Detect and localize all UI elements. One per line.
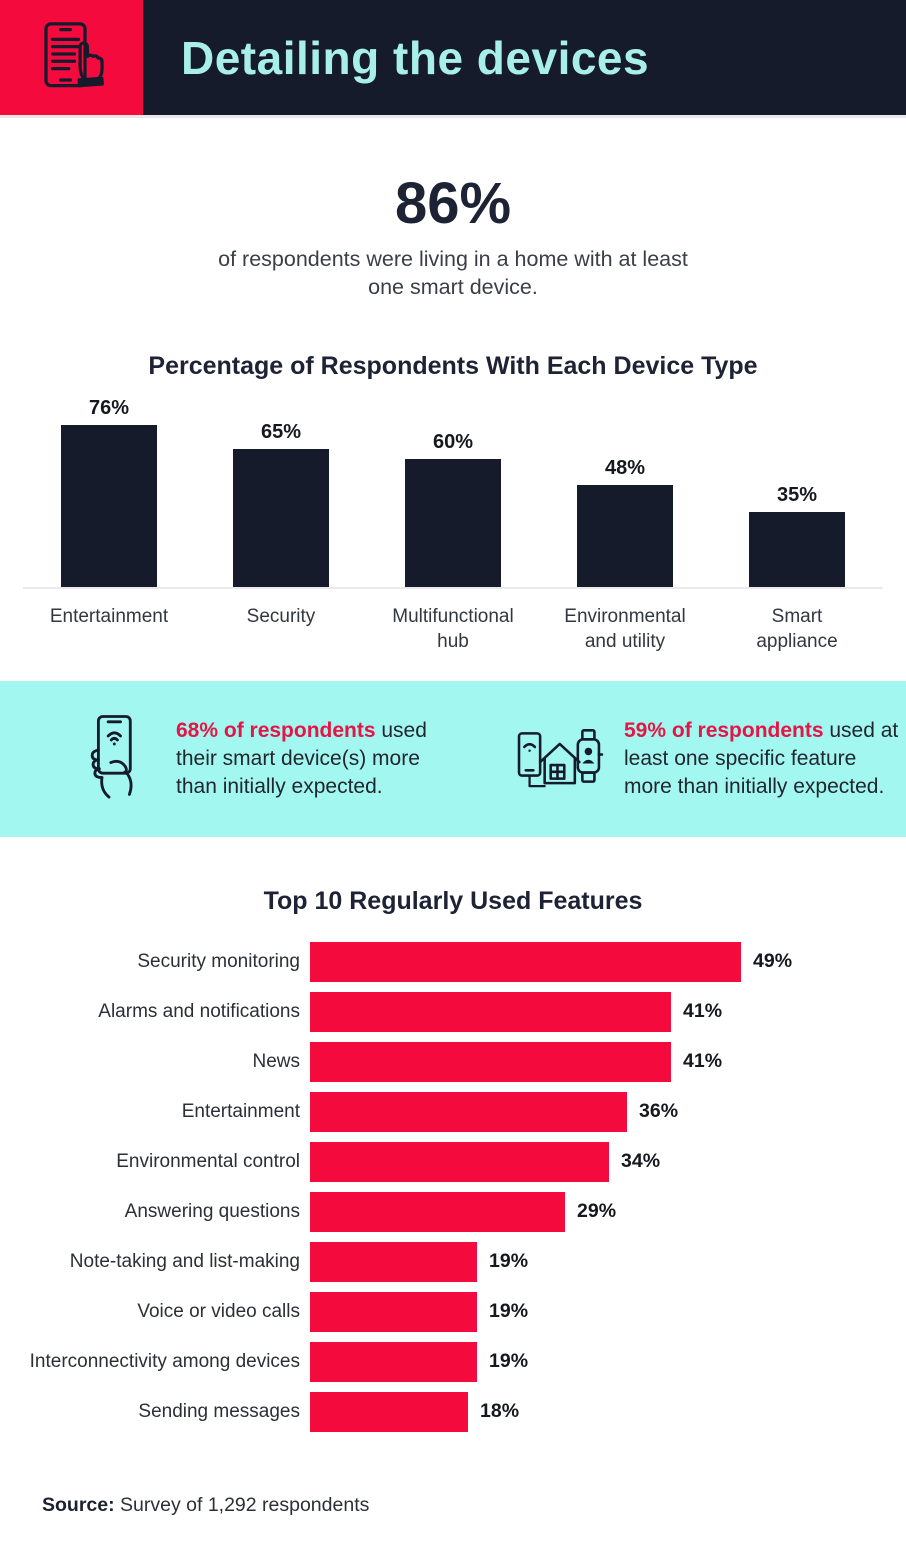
column-bar: [577, 484, 673, 587]
hero-stat-value: 86%: [394, 171, 512, 236]
header: Detailing the devices: [0, 0, 906, 118]
column-value-label: 60%: [432, 430, 474, 453]
source-label: Source:: [42, 1493, 115, 1516]
feature-value-label: 41%: [683, 1000, 723, 1023]
column-bar: [61, 424, 157, 587]
feature-row-0: Security monitoring 49%: [0, 941, 906, 982]
column-category-label: Smart appliance: [756, 605, 838, 653]
smart-home-devices-icon: [516, 721, 608, 797]
feature-row-8: Interconnectivity among devices 19%: [0, 1341, 906, 1382]
feature-value-label: 36%: [639, 1100, 679, 1123]
feature-bar: [310, 1091, 627, 1132]
feature-bar: [310, 1141, 609, 1182]
column-bar: [233, 448, 329, 587]
column-category-label: Entertainment: [49, 605, 169, 627]
column-chart-bars: 76% 65% 60% 48% 35%: [23, 393, 883, 587]
feature-label: Environmental control: [116, 1150, 300, 1172]
feature-value-label: 19%: [489, 1300, 529, 1323]
column-category-label: Environmental and utility: [564, 605, 686, 653]
column-chart-labels: Entertainment Security Multifunctional hub…: [23, 604, 883, 655]
column-value-label: 65%: [260, 420, 302, 443]
hero-stat-description: of respondents were living in a home wit…: [218, 246, 688, 300]
features-chart-title: Top 10 Regularly Used Features: [263, 886, 643, 915]
feature-bar: [310, 1191, 565, 1232]
feature-label: Alarms and notifications: [98, 1000, 300, 1022]
column-4: 35%: [711, 484, 883, 587]
feature-row-2: News 41%: [0, 1041, 906, 1082]
feature-value-label: 19%: [489, 1250, 529, 1273]
source-text: Survey of 1,292 respondents: [114, 1493, 370, 1516]
feature-row-5: Answering questions 29%: [0, 1191, 906, 1232]
feature-bar: [310, 941, 741, 982]
header-icon-box: [0, 0, 143, 115]
column-0: 76%: [23, 397, 195, 587]
feature-row-7: Voice or video calls 19%: [0, 1291, 906, 1332]
callout-rest: used their smart device(s) more than ini…: [176, 719, 427, 798]
top-features-chart-section: Top 10 Regularly Used Features Security …: [0, 887, 906, 1432]
callout-text: 68% of respondents used their smart devi…: [176, 717, 428, 801]
column-label-cell: Smart appliance: [711, 604, 883, 655]
column-category-label: Multifunctional hub: [392, 605, 514, 653]
feature-value-label: 29%: [577, 1200, 617, 1223]
feature-row-1: Alarms and notifications 41%: [0, 991, 906, 1032]
feature-label: Sending messages: [138, 1400, 300, 1422]
callout-highlight: 68% of respondents: [176, 719, 376, 743]
hero-stat: 86% of respondents were living in a home…: [0, 171, 906, 302]
feature-label: Security monitoring: [137, 950, 300, 972]
feature-label: Voice or video calls: [137, 1300, 300, 1322]
chart-baseline: [23, 586, 883, 589]
column-value-label: 48%: [604, 456, 646, 479]
column-value-label: 35%: [776, 483, 818, 506]
column-bar: [405, 458, 501, 587]
callout-highlight: 59% of respondents: [624, 719, 824, 743]
phone-in-hand-icon: [86, 708, 148, 810]
page-title: Detailing the devices: [181, 31, 650, 84]
source-line: Source: Survey of 1,292 respondents: [0, 1494, 906, 1517]
feature-row-6: Note-taking and list-making 19%: [0, 1241, 906, 1282]
feature-bar: [310, 1391, 468, 1432]
column-3: 48%: [539, 457, 711, 587]
column-1: 65%: [195, 421, 367, 587]
feature-row-4: Environmental control 34%: [0, 1141, 906, 1182]
column-category-label: Security: [246, 605, 316, 627]
feature-bar: [310, 1041, 671, 1082]
device-chart-title: Percentage of Respondents With Each Devi…: [148, 351, 758, 380]
feature-value-label: 41%: [683, 1050, 723, 1073]
callout-text: 59% of respondents used at least one spe…: [624, 717, 906, 801]
column-label-cell: Entertainment: [23, 604, 195, 655]
column-value-label: 76%: [88, 396, 130, 419]
callout-band: 68% of respondents used their smart devi…: [0, 680, 906, 837]
feature-bar: [310, 1291, 477, 1332]
feature-label: News: [252, 1050, 300, 1072]
column-2: 60%: [367, 431, 539, 587]
feature-bar: [310, 991, 671, 1032]
feature-label: Interconnectivity among devices: [29, 1350, 300, 1372]
callout-rest: used at least one specific feature more …: [624, 719, 899, 798]
feature-value-label: 19%: [489, 1350, 529, 1373]
column-label-cell: Security: [195, 604, 367, 655]
features-bar-chart: Security monitoring 49% Alarms and notific…: [0, 941, 906, 1432]
callout-device-usage: 68% of respondents used their smart devi…: [86, 708, 428, 810]
callout-feature-usage: 59% of respondents used at least one spe…: [516, 717, 906, 801]
device-type-chart-section: Percentage of Respondents With Each Devi…: [0, 352, 906, 655]
column-label-cell: Environmental and utility: [539, 604, 711, 655]
feature-value-label: 18%: [480, 1400, 520, 1423]
feature-row-9: Sending messages 18%: [0, 1391, 906, 1432]
feature-bar: [310, 1341, 477, 1382]
feature-value-label: 49%: [753, 950, 793, 973]
column-bar: [749, 511, 845, 587]
feature-label: Entertainment: [181, 1100, 300, 1122]
feature-label: Note-taking and list-making: [69, 1250, 300, 1272]
feature-row-3: Entertainment 36%: [0, 1091, 906, 1132]
device-type-column-chart: 76% 65% 60% 48% 35% Entertainment Security Mul…: [23, 393, 883, 655]
feature-label: Answering questions: [124, 1200, 300, 1222]
feature-bar: [310, 1241, 477, 1282]
tap-device-icon: [33, 17, 111, 99]
column-label-cell: Multifunctional hub: [367, 604, 539, 655]
feature-value-label: 34%: [621, 1150, 661, 1173]
